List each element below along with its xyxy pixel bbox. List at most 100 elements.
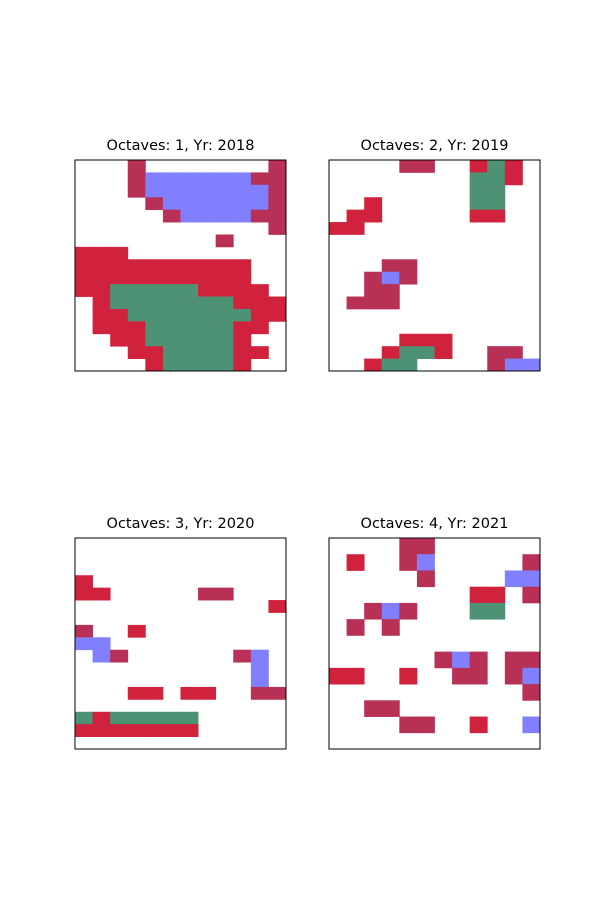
heatmap-cell	[180, 172, 199, 186]
heatmap-cell	[250, 296, 269, 310]
panel-title: Octaves: 3, Yr: 2020	[107, 516, 255, 532]
heatmap-cell	[469, 172, 488, 186]
heatmap-cell	[180, 296, 199, 310]
heatmap-cell	[198, 172, 217, 186]
heatmap-cell	[75, 284, 93, 297]
heatmap-cell	[75, 637, 93, 651]
heatmap-cell	[250, 197, 269, 211]
heatmap-cell	[162, 321, 181, 335]
heatmap-cell	[487, 184, 506, 198]
heatmap-cell	[268, 184, 287, 198]
heatmap-cell	[75, 587, 93, 601]
heatmap-cell	[180, 711, 199, 725]
heatmap-cell	[127, 172, 146, 186]
heatmap-cell	[233, 649, 252, 663]
heatmap-cell	[127, 271, 146, 285]
heatmap-cell	[145, 197, 164, 211]
heatmap-cell	[180, 358, 199, 372]
heatmap-cell	[364, 296, 383, 310]
heatmap-cell	[504, 651, 523, 669]
heatmap-cell	[469, 602, 488, 620]
heatmap-cell	[92, 637, 111, 651]
heatmap-cell	[381, 259, 400, 273]
heatmap-cell	[215, 587, 234, 601]
heatmap-cell	[399, 602, 418, 620]
heatmap-cell	[145, 333, 164, 347]
heatmap-cell	[346, 619, 365, 636]
heatmap-cell	[198, 587, 217, 601]
heatmap-cell	[346, 296, 365, 310]
heatmap-cell	[75, 246, 93, 260]
heatmap-cell	[180, 308, 199, 322]
heatmap-cell	[75, 271, 93, 285]
heatmap-cell	[145, 358, 164, 372]
heatmap-cell	[233, 209, 252, 223]
heatmap-cell	[162, 346, 181, 359]
heatmap-cell	[329, 222, 347, 235]
heatmap-cell	[215, 358, 234, 372]
heatmap-cell	[110, 711, 129, 725]
heatmap-cell	[180, 346, 199, 359]
heatmap-cell	[145, 271, 164, 285]
heatmap-cell	[110, 333, 129, 347]
heatmap-cells	[75, 575, 287, 737]
heatmap-cell	[233, 197, 252, 211]
heatmap-cell	[399, 259, 418, 273]
heatmap-cell	[215, 209, 234, 223]
heatmap-cell	[198, 308, 217, 322]
heatmap-cell	[452, 651, 471, 669]
heatmap-cell	[145, 724, 164, 737]
heatmap-cell	[250, 674, 269, 688]
heatmap-cell	[268, 686, 287, 700]
heatmap-cell	[487, 197, 506, 211]
heatmap-cell	[92, 284, 111, 297]
panel-title: Octaves: 2, Yr: 2019	[361, 138, 509, 154]
heatmap-cell	[110, 246, 129, 260]
heatmap-cell	[250, 184, 269, 198]
heatmap-cell	[215, 197, 234, 211]
heatmap-cell	[268, 197, 287, 211]
heatmap-cell	[215, 184, 234, 198]
heatmap-cell	[346, 209, 365, 223]
heatmap-cell	[364, 197, 383, 211]
heatmap-cell	[268, 172, 287, 186]
heatmap-cell	[145, 308, 164, 322]
heatmap-cell	[399, 160, 418, 173]
heatmap-cell	[180, 271, 199, 285]
heatmap-cell	[127, 308, 146, 322]
heatmap-cell	[127, 624, 146, 638]
heatmap-cell	[145, 284, 164, 297]
heatmap-cell	[504, 160, 523, 173]
heatmap-cell	[381, 358, 400, 372]
heatmap-cell	[416, 554, 435, 571]
heatmap-cell	[110, 296, 129, 310]
heatmap-cell	[399, 716, 418, 734]
heatmap-cell	[215, 284, 234, 297]
heatmap-cell	[469, 586, 488, 604]
heatmap-cell	[215, 333, 234, 347]
heatmap-cell	[215, 172, 234, 186]
heatmap-cell	[162, 711, 181, 725]
heatmap-cell	[162, 358, 181, 372]
heatmap-cell	[268, 222, 287, 235]
heatmap-cell	[180, 333, 199, 347]
heatmap-cell	[268, 308, 287, 322]
heatmap-cell	[92, 711, 111, 725]
heatmap-cell	[233, 296, 252, 310]
heatmap-cell	[399, 333, 418, 347]
heatmap-cell	[434, 651, 453, 669]
heatmap-cells	[329, 160, 541, 372]
heatmap-cell	[92, 587, 111, 601]
heatmap-panel-4: Octaves: 4, Yr: 2021	[328, 516, 541, 750]
heatmap-cell	[127, 686, 146, 700]
heatmap-cell	[487, 586, 506, 604]
heatmap-cell	[487, 172, 506, 186]
heatmap-cell	[145, 686, 164, 700]
heatmap-cell	[522, 358, 541, 372]
heatmap-cell	[504, 346, 523, 359]
heatmap-cell	[487, 209, 506, 223]
heatmap-cell	[233, 259, 252, 273]
heatmap-cell	[469, 197, 488, 211]
heatmap-cell	[145, 346, 164, 359]
